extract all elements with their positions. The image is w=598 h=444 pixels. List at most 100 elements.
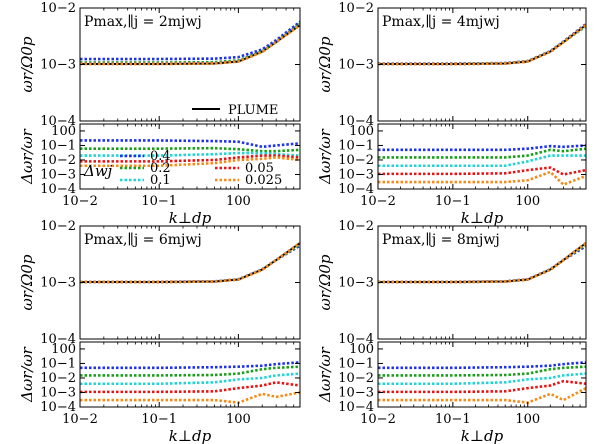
plot-frame: [79, 123, 301, 190]
y-tick-label: 10−4: [40, 114, 76, 129]
x-tick-label: 100: [226, 412, 251, 427]
series-line-0_4: [80, 361, 300, 370]
series-line-0_2: [378, 243, 586, 284]
series-line-0_025: [80, 23, 300, 66]
series-line-0_05: [80, 381, 300, 394]
x-tick-label: 10−2: [62, 412, 98, 427]
panel-title: Pmax,∥j = 6mjwj: [84, 232, 202, 248]
series-line-0_025: [80, 391, 300, 404]
series-line-0_1: [378, 154, 586, 168]
panel-title: Pmax,∥j = 8mjwj: [382, 232, 500, 248]
panel-4: 10−2 10−3 10−4 ωr/Ω0p Pmax,∥j = 6mjwj: [18, 219, 301, 347]
y-tick-label: 10−4: [338, 332, 374, 347]
panel-title: Pmax,∥j = 2mjwj: [84, 14, 202, 30]
y-axis-label: ωr/Ω0p: [316, 36, 334, 92]
y-tick-label: 10−2: [338, 219, 374, 234]
legend-label-4: 0.025: [245, 173, 282, 188]
series-line-0_025: [378, 23, 586, 66]
y-tick-label: 10−1: [338, 356, 374, 371]
x-tick-label: 10−1: [435, 412, 471, 427]
series-line-0_2: [80, 365, 300, 377]
y-tick-label: 10−3: [40, 276, 76, 291]
legend-label-3: 0.05: [245, 161, 274, 176]
series-line-0_4: [80, 139, 300, 149]
panel-0: 10−2 10−3 10−4 ωr/Ω0p Pmax,∥j = 2mjwj PLUME: [18, 1, 301, 129]
legend-label-2: 0.1: [150, 173, 171, 188]
y-tick-label: 10−4: [338, 400, 374, 415]
y-tick-label: 10−3: [40, 385, 76, 400]
y-tick-label: 10−4: [40, 400, 76, 415]
series-line-0_05: [80, 241, 300, 284]
x-tick-label: 100: [515, 412, 540, 427]
legend-dw-title: Δwj: [83, 162, 113, 180]
panel-title: Pmax,∥j = 4mjwj: [382, 14, 500, 30]
y-tick-label: 10−3: [40, 58, 76, 73]
x-axis-label: k⊥dp: [461, 427, 504, 444]
x-axis-label: k⊥dp: [169, 209, 212, 227]
y-tick-label: 100: [349, 124, 374, 139]
series-line-0_025: [80, 241, 300, 284]
series-line-0_1: [80, 242, 300, 284]
x-tick-label: 100: [515, 194, 540, 209]
legend-plume-label: PLUME: [228, 103, 278, 118]
series-line-0_025: [378, 170, 586, 187]
panel-1: 10−2 10−1 10010010−110−210−310−4Δωr/ωrk⊥dp…: [18, 123, 301, 227]
series-line-0_4: [378, 245, 586, 284]
series-line-0_1: [80, 151, 300, 157]
y-tick-label: 10−3: [338, 58, 374, 73]
y-tick-label: 10−1: [338, 138, 374, 153]
panel-6: 10−2 10−3 10−4 ωr/Ω0p Pmax,∥j = 8mjwj: [316, 219, 587, 347]
legend-label-0: 0.4: [150, 149, 171, 164]
y-axis-label: Δωr/ωr: [18, 128, 36, 185]
x-tick-label: 100: [226, 194, 251, 209]
series-line-0_4: [80, 20, 300, 61]
series-line-0_2: [80, 243, 300, 284]
series-line-0_1: [80, 372, 300, 386]
x-tick-label: 10−2: [360, 194, 396, 209]
series-line-0_1: [378, 372, 586, 386]
y-tick-label: 10−2: [40, 219, 76, 234]
y-tick-label: 10−2: [40, 153, 76, 168]
series-line-0_05: [378, 166, 586, 176]
series-line-0_1: [378, 242, 586, 284]
y-axis-label: ωr/Ω0p: [18, 36, 36, 92]
x-tick-label: 10−1: [141, 412, 177, 427]
y-tick-label: 10−3: [338, 167, 374, 182]
y-tick-label: 10−2: [40, 1, 76, 16]
series-line-0_1: [378, 25, 586, 66]
y-tick-label: 10−2: [40, 371, 76, 386]
series-line-PLUME: [80, 242, 300, 284]
series-line-PLUME: [378, 242, 586, 284]
y-tick-label: 10−1: [40, 356, 76, 371]
series-line-0_05: [378, 23, 586, 66]
y-tick-label: 100: [51, 124, 76, 139]
x-tick-label: 10−2: [360, 412, 396, 427]
x-axis-label: k⊥dp: [461, 209, 504, 227]
series-line-0_4: [80, 244, 300, 284]
series-line-0_2: [378, 365, 586, 377]
y-tick-label: 10−3: [40, 167, 76, 182]
y-axis-label: Δωr/ωr: [316, 346, 334, 403]
y-tick-label: 10−4: [40, 182, 76, 197]
series-line-0_4: [378, 144, 586, 152]
series-line-0_2: [378, 24, 586, 66]
series-line-PLUME: [378, 24, 586, 66]
x-axis-label: k⊥dp: [169, 427, 212, 444]
y-tick-label: 10−4: [338, 182, 374, 197]
x-tick-label: 10−2: [62, 194, 98, 209]
y-tick-label: 10−2: [338, 153, 374, 168]
x-tick-label: 10−1: [141, 194, 177, 209]
panel-2: 10−2 10−3 10−4 ωr/Ω0p Pmax,∥j = 4mjwj: [316, 1, 587, 129]
y-tick-label: 10−2: [338, 1, 374, 16]
y-axis-label: ωr/Ω0p: [316, 254, 334, 310]
series-line-0_2: [80, 146, 300, 153]
y-tick-label: 100: [51, 342, 76, 357]
series-line-0_025: [378, 241, 586, 284]
legend-label-1: 0.2: [150, 161, 171, 176]
series-line-0_4: [378, 361, 586, 370]
y-tick-label: 10−3: [338, 385, 374, 400]
x-tick-label: 10−1: [435, 194, 471, 209]
series-line-0_05: [80, 154, 300, 163]
